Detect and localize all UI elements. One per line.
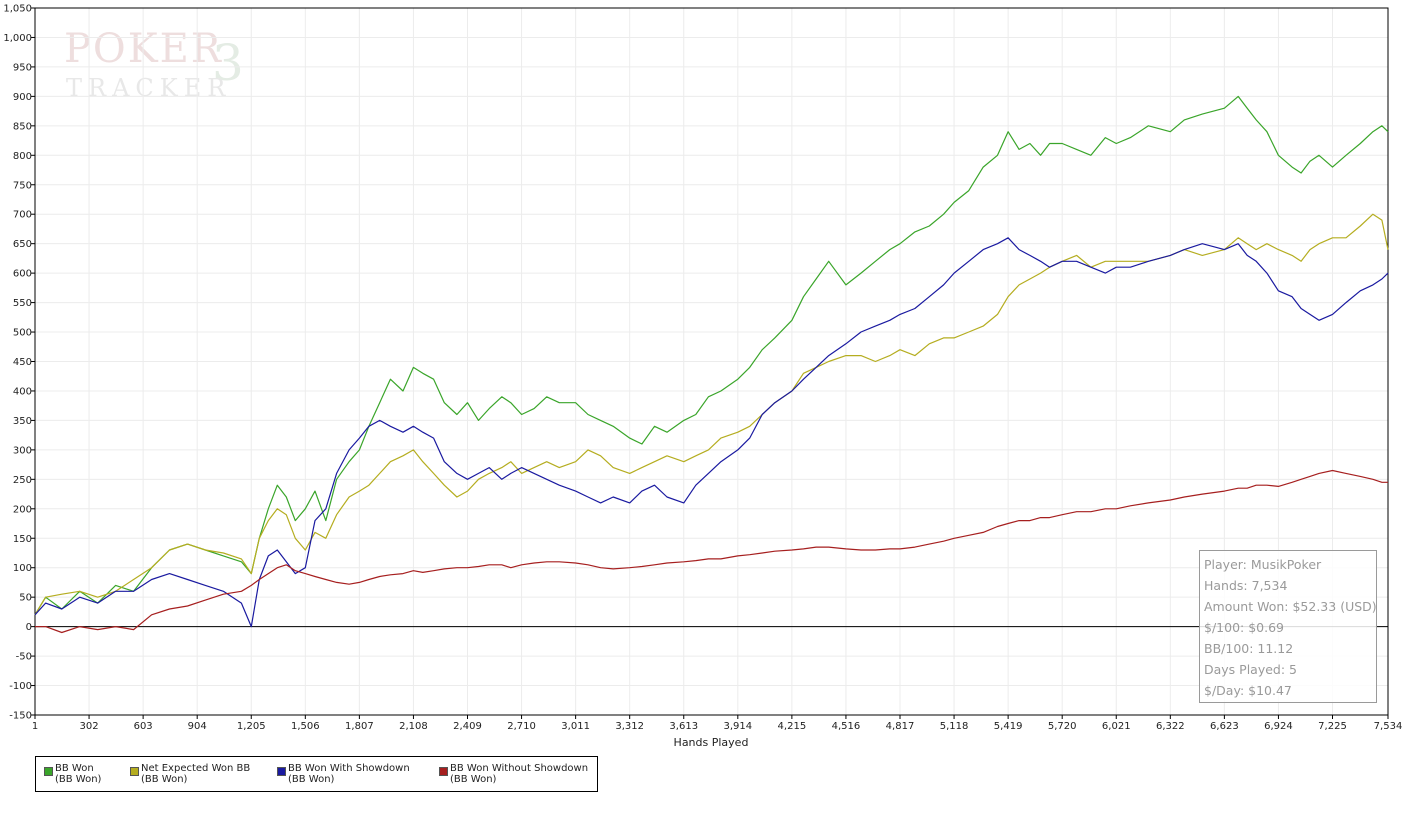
x-tick-label: 6,021 [1102, 721, 1131, 732]
pokertracker-watermark-logo: POKER 3 TRACKER [64, 26, 244, 102]
stat-bb-per-100: BB/100: 11.12 [1204, 641, 1294, 656]
series-line-bb-won-with-showdown [34, 237, 1389, 628]
legend-swatch [130, 767, 139, 776]
y-tick-label: 1,050 [3, 4, 32, 15]
y-tick-label: -150 [9, 711, 32, 722]
stat-days-played: Days Played: 5 [1204, 662, 1297, 677]
x-tick-label: 7,534 [1374, 721, 1403, 732]
x-tick-label: 2,108 [399, 721, 428, 732]
legend-sublabel: (BB Won) [450, 774, 497, 785]
legend-label: Net Expected Won BB [141, 763, 251, 774]
y-tick-label: 400 [13, 386, 32, 397]
y-tick-label: 0 [26, 622, 32, 633]
x-tick-label: 3,914 [723, 721, 752, 732]
watermark-poker-text: POKER [64, 26, 223, 72]
watermark-tracker-text: TRACKER [66, 74, 231, 102]
x-tick-label: 1,807 [345, 721, 374, 732]
x-tick-label: 6,623 [1210, 721, 1239, 732]
y-tick-label: 150 [13, 534, 32, 545]
x-tick-label: 2,409 [453, 721, 482, 732]
x-tick-label: 4,215 [778, 721, 807, 732]
x-tick-label: 2,710 [507, 721, 536, 732]
y-tick-label: 300 [13, 445, 32, 456]
series-line-net-expected-won-bb [34, 213, 1389, 616]
x-axis-title: Hands Played [674, 736, 749, 749]
x-tick-label: 3,011 [561, 721, 590, 732]
x-tick-label: 6,322 [1156, 721, 1185, 732]
x-axis-ticks: 1 302 603 904 1,205 1,506 1,807 2,108 2,409 2,710… [32, 715, 1403, 732]
y-tick-label: 550 [13, 298, 32, 309]
x-tick-label: 302 [80, 721, 99, 732]
stat-hands: Hands: 7,534 [1204, 578, 1288, 593]
y-tick-label: 100 [13, 563, 32, 574]
x-tick-label: 3,613 [669, 721, 698, 732]
y-tick-label: 850 [13, 121, 32, 132]
y-tick-label: 450 [13, 357, 32, 368]
y-tick-label: -100 [9, 681, 32, 692]
legend-sublabel: (BB Won) [55, 774, 102, 785]
y-tick-label: 50 [19, 593, 32, 604]
stat-amount-won: Amount Won: $52.33 (USD) [1204, 599, 1377, 614]
chart-legend: BB Won (BB Won) Net Expected Won BB (BB Wo… [35, 756, 598, 792]
y-axis-ticks: -150 -100 -50 0 50 100 150 200 250 300 350 400 450 50… [3, 4, 35, 722]
y-tick-label: 250 [13, 475, 32, 486]
x-tick-label: 4,817 [886, 721, 915, 732]
legend-swatch [277, 767, 286, 776]
legend-swatch [44, 767, 53, 776]
y-tick-label: 700 [13, 210, 32, 221]
legend-label: BB Won With Showdown [288, 763, 410, 774]
series-line-bb-won-without-showdown [35, 469, 1388, 634]
watermark-digit: 3 [212, 34, 244, 92]
y-tick-label: 650 [13, 239, 32, 250]
x-tick-label: 6,924 [1264, 721, 1293, 732]
y-tick-label: 950 [13, 62, 32, 73]
y-tick-label: -50 [16, 652, 32, 663]
y-tick-label: 1,000 [3, 33, 32, 44]
stat-dollars-per-day: $/Day: $10.47 [1204, 683, 1292, 698]
x-tick-label: 1,506 [291, 721, 320, 732]
x-tick-label: 5,720 [1048, 721, 1077, 732]
player-stats-box: Player: MusikPoker Hands: 7,534 Amount W… [1199, 550, 1377, 703]
series-line-bb-won [34, 95, 1389, 616]
x-tick-label: 7,225 [1318, 721, 1347, 732]
legend-swatch [439, 767, 448, 776]
stat-player: Player: MusikPoker [1204, 557, 1322, 572]
y-tick-label: 600 [13, 269, 32, 280]
y-tick-label: 750 [13, 180, 32, 191]
x-tick-label: 603 [134, 721, 153, 732]
x-tick-label: 3,312 [615, 721, 644, 732]
x-tick-label: 4,516 [832, 721, 861, 732]
y-tick-label: 200 [13, 504, 32, 515]
x-tick-label: 904 [188, 721, 207, 732]
series-lines [34, 95, 1389, 634]
legend-sublabel: (BB Won) [288, 774, 335, 785]
legend-label: BB Won Without Showdown [450, 763, 589, 774]
x-tick-label: 5,419 [994, 721, 1023, 732]
x-tick-label: 1 [32, 721, 38, 732]
legend-sublabel: (BB Won) [141, 774, 188, 785]
x-tick-label: 1,205 [237, 721, 266, 732]
stat-dollars-per-100: $/100: $0.69 [1204, 620, 1284, 635]
y-tick-label: 800 [13, 151, 32, 162]
chart-grid [34, 7, 1389, 716]
y-tick-label: 350 [13, 416, 32, 427]
y-tick-label: 900 [13, 92, 32, 103]
legend-label: BB Won [55, 763, 94, 774]
x-tick-label: 5,118 [940, 721, 969, 732]
y-tick-label: 500 [13, 328, 32, 339]
